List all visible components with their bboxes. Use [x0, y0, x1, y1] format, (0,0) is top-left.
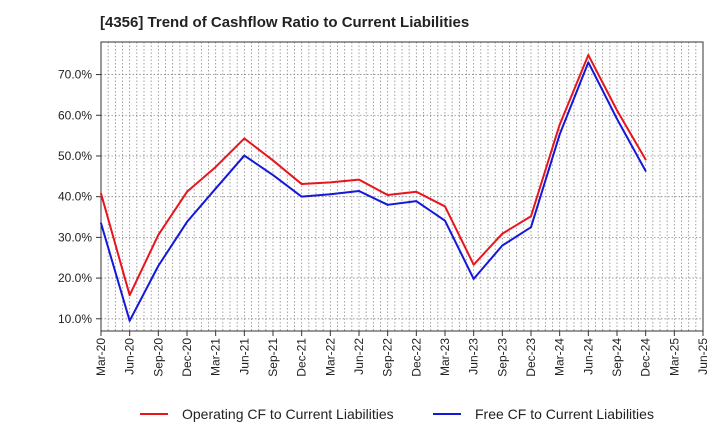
- data-point: [530, 226, 532, 229]
- data-point: [100, 192, 102, 195]
- y-tick-label: 30.0%: [58, 230, 92, 244]
- data-point: [272, 159, 274, 162]
- gridlines: [101, 42, 703, 331]
- x-tick-label: Jun-24: [581, 338, 595, 375]
- data-point: [501, 232, 504, 235]
- legend-label: Operating CF to Current Liabilities: [182, 406, 394, 422]
- data-point: [272, 174, 274, 177]
- data-point: [214, 187, 217, 190]
- data-point: [214, 166, 217, 168]
- chart-title: [4356] Trend of Cashflow Ratio to Curren…: [100, 14, 470, 31]
- y-tick-label: 20.0%: [58, 271, 92, 285]
- x-tick-label: Sep-20: [151, 338, 165, 377]
- x-tick-label: Dec-22: [409, 338, 423, 377]
- x-tick-label: Dec-24: [639, 338, 653, 377]
- data-point: [300, 183, 303, 185]
- data-point: [300, 195, 303, 198]
- data-point: [644, 170, 647, 172]
- data-point: [157, 234, 160, 236]
- data-point: [644, 158, 647, 161]
- data-point: [386, 194, 389, 196]
- plot-frame: [100, 41, 704, 332]
- data-point: [100, 222, 102, 225]
- data-point: [329, 193, 332, 196]
- data-point: [587, 61, 590, 64]
- x-tick-label: Jun-21: [237, 338, 251, 375]
- data-point: [186, 221, 188, 223]
- data-point: [386, 203, 389, 206]
- x-tick-label: Jun-23: [467, 338, 481, 375]
- data-point: [415, 200, 418, 203]
- data-point: [472, 277, 475, 280]
- y-tick-label: 50.0%: [58, 149, 92, 163]
- data-point: [558, 133, 561, 136]
- series-line: [100, 54, 647, 297]
- y-tick-label: 70.0%: [58, 68, 92, 82]
- x-tick-label: Jun-25: [696, 338, 710, 375]
- x-tick-label: Sep-24: [610, 338, 624, 377]
- data-point: [444, 219, 446, 222]
- data-point: [616, 118, 618, 120]
- x-tick-label: Mar-22: [323, 338, 337, 376]
- data-point: [157, 264, 160, 267]
- data-point: [358, 178, 360, 181]
- x-tick-label: Sep-22: [381, 338, 395, 377]
- data-point: [243, 154, 246, 157]
- data-point: [358, 190, 360, 192]
- y-tick-label: 60.0%: [58, 108, 92, 122]
- x-tick-label: Mar-21: [209, 338, 223, 376]
- x-tick-label: Mar-25: [667, 338, 681, 376]
- data-point: [186, 190, 188, 193]
- legend-label: Free CF to Current Liabilities: [475, 406, 654, 422]
- data-point: [501, 244, 504, 247]
- data-point: [128, 319, 131, 322]
- series-line: [100, 61, 647, 322]
- data-point: [530, 215, 532, 218]
- x-tick-label: Jun-20: [123, 338, 137, 375]
- x-tick-label: Dec-20: [180, 338, 194, 377]
- data-point: [558, 123, 561, 126]
- data-point: [128, 294, 131, 297]
- x-tick-label: Mar-24: [553, 338, 567, 376]
- x-tick-label: Mar-20: [94, 338, 108, 376]
- data-point: [587, 54, 590, 56]
- data-point: [243, 137, 246, 140]
- data-point: [444, 205, 446, 208]
- data-point: [329, 181, 332, 184]
- x-tick-label: Dec-23: [524, 338, 538, 377]
- y-tick-label: 40.0%: [58, 190, 92, 204]
- x-tick-label: Sep-21: [266, 338, 280, 377]
- x-tick-label: Dec-21: [295, 338, 309, 377]
- axes: [96, 41, 704, 336]
- y-tick-label: 10.0%: [58, 312, 92, 326]
- data-point: [472, 263, 475, 266]
- x-tick-label: Jun-22: [352, 338, 366, 375]
- data-point: [415, 190, 418, 193]
- x-tick-label: Mar-23: [438, 338, 452, 376]
- series-lines: [100, 54, 647, 322]
- legend: Operating CF to Current Liabilities Free …: [140, 406, 654, 422]
- x-tick-label: Sep-23: [495, 338, 509, 377]
- data-point: [616, 109, 618, 112]
- tick-labels: 10.0% 20.0% 30.0% 40.0% 50.0% 60.0% 70.0% Mar-2…: [58, 68, 710, 377]
